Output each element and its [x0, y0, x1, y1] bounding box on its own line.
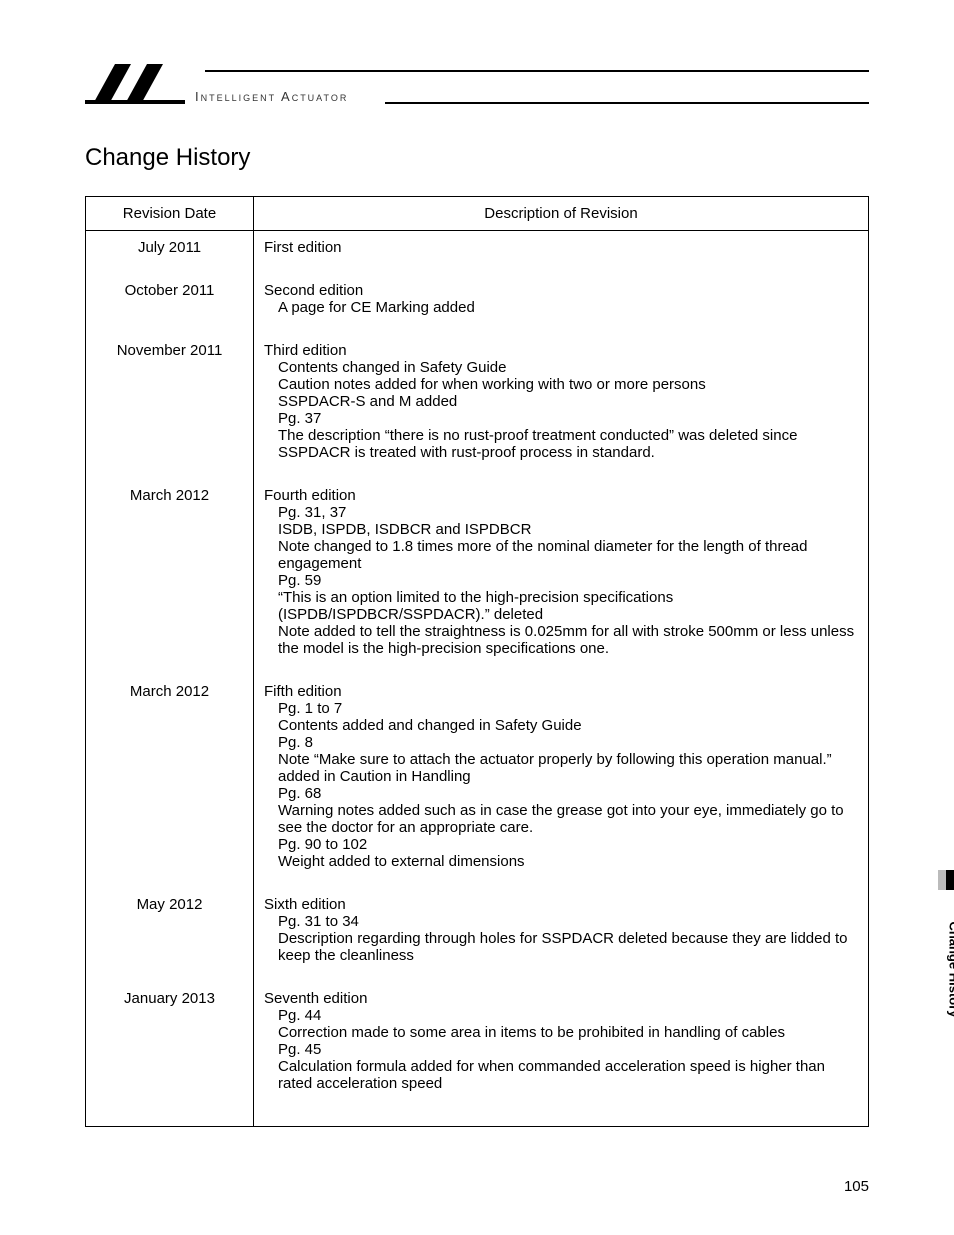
revision-detail-line: Pg. 45: [264, 1041, 858, 1058]
revision-detail-line: Warning notes added such as in case the …: [264, 802, 858, 836]
revision-detail-line: A page for CE Marking added: [264, 299, 858, 316]
table-row: March 2012Fourth editionPg. 31, 37ISDB, …: [86, 479, 869, 675]
revision-description: Sixth editionPg. 31 to 34Description reg…: [254, 888, 869, 982]
revision-date: July 2011: [86, 231, 254, 275]
side-tab: Change History: [934, 870, 954, 1040]
revision-detail-line: Pg. 31, 37: [264, 504, 858, 521]
brand-text: Intelligent Actuator: [195, 89, 348, 108]
revision-detail-line: Pg. 8: [264, 734, 858, 751]
revision-detail-line: Pg. 44: [264, 1007, 858, 1024]
revision-detail-line: SSPDACR-S and M added: [264, 393, 858, 410]
revision-description: First edition: [254, 231, 869, 275]
table-row: July 2011 First edition: [86, 231, 869, 275]
table-row: May 2012Sixth editionPg. 31 to 34Descrip…: [86, 888, 869, 982]
revision-date: March 2012: [86, 675, 254, 888]
revision-edition: First edition: [264, 239, 858, 256]
revision-detail-line: ISDB, ISPDB, ISDBCR and ISPDBCR: [264, 521, 858, 538]
revision-detail-line: Correction made to some area in items to…: [264, 1024, 858, 1041]
revision-edition: Fifth edition: [264, 683, 858, 700]
table-row: October 2011Second editionA page for CE …: [86, 274, 869, 334]
revision-detail-line: The description “there is no rust-proof …: [264, 427, 858, 461]
revision-detail-line: Pg. 37: [264, 410, 858, 427]
revision-date: January 2013: [86, 982, 254, 1127]
logo-icon: [85, 60, 185, 108]
header-rule-mid: [385, 102, 869, 104]
revision-detail-line: “This is an option limited to the high-p…: [264, 589, 858, 623]
page-number: 105: [844, 1178, 869, 1195]
revision-description: Third editionContents changed in Safety …: [254, 334, 869, 479]
revision-date: May 2012: [86, 888, 254, 982]
table-header-row: Revision Date Description of Revision: [86, 197, 869, 231]
revision-detail-line: Caution notes added for when working wit…: [264, 376, 858, 393]
revision-detail-line: Note “Make sure to attach the actuator p…: [264, 751, 858, 785]
revision-detail-line: Pg. 68: [264, 785, 858, 802]
revision-edition: Sixth edition: [264, 896, 858, 913]
brand-block: Intelligent Actuator: [85, 60, 348, 108]
table-row: March 2012Fifth editionPg. 1 to 7Content…: [86, 675, 869, 888]
revision-date: November 2011: [86, 334, 254, 479]
revision-edition: Fourth edition: [264, 487, 858, 504]
table-row: November 2011Third editionContents chang…: [86, 334, 869, 479]
revision-date: October 2011: [86, 274, 254, 334]
revision-description: Second editionA page for CE Marking adde…: [254, 274, 869, 334]
page-header: Intelligent Actuator: [85, 60, 869, 120]
revision-detail-line: Contents changed in Safety Guide: [264, 359, 858, 376]
revision-detail-line: Description regarding through holes for …: [264, 930, 858, 964]
revision-detail-line: Note added to tell the straightness is 0…: [264, 623, 858, 657]
revision-edition: Second edition: [264, 282, 858, 299]
table-row: January 2013Seventh editionPg. 44Correct…: [86, 982, 869, 1127]
revision-detail-line: Pg. 31 to 34: [264, 913, 858, 930]
revision-edition: Third edition: [264, 342, 858, 359]
revision-edition: Seventh edition: [264, 990, 858, 1007]
revision-detail-line: Pg. 1 to 7: [264, 700, 858, 717]
col-header-date: Revision Date: [86, 197, 254, 231]
revision-detail-line: Weight added to external dimensions: [264, 853, 858, 870]
revision-description: Fourth editionPg. 31, 37ISDB, ISPDB, ISD…: [254, 479, 869, 675]
side-tab-label: Change History: [946, 921, 954, 1017]
page-title: Change History: [85, 144, 869, 172]
revision-detail-line: Calculation formula added for when comma…: [264, 1058, 858, 1092]
col-header-desc: Description of Revision: [254, 197, 869, 231]
revision-detail-line: Contents added and changed in Safety Gui…: [264, 717, 858, 734]
revision-date: March 2012: [86, 479, 254, 675]
side-tab-bar-light: [938, 870, 946, 890]
revision-detail-line: Pg. 59: [264, 572, 858, 589]
revision-detail-line: Note changed to 1.8 times more of the no…: [264, 538, 858, 572]
revision-detail-line: Pg. 90 to 102: [264, 836, 858, 853]
side-tab-bar-dark: [946, 870, 954, 890]
revision-description: Seventh editionPg. 44Correction made to …: [254, 982, 869, 1127]
revision-description: Fifth editionPg. 1 to 7Contents added an…: [254, 675, 869, 888]
document-page: Intelligent Actuator Change History Revi…: [0, 0, 954, 1235]
change-history-table: Revision Date Description of Revision Ju…: [85, 196, 869, 1127]
